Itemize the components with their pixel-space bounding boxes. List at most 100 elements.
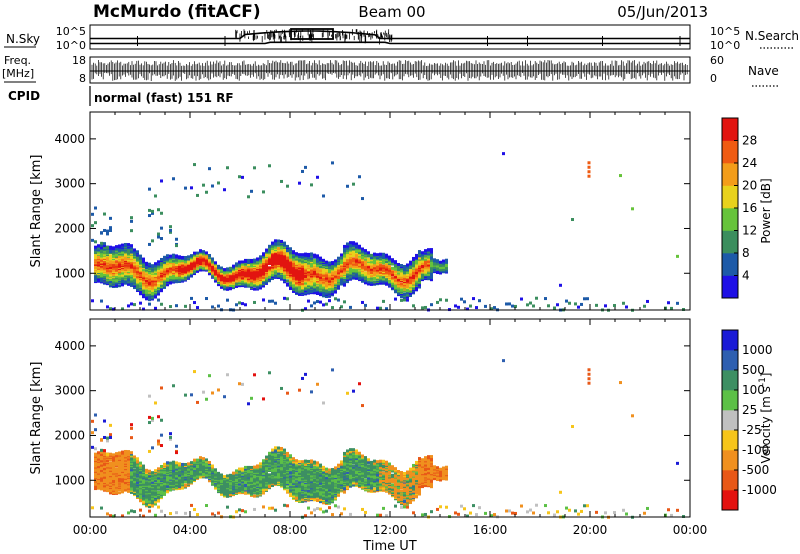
power-cell (211, 184, 214, 188)
power-cell (307, 277, 310, 281)
power-cell (274, 273, 277, 277)
power-cell (361, 197, 364, 201)
power-cell (244, 303, 247, 307)
power-cell (151, 264, 154, 268)
power-cell (409, 287, 412, 291)
velocity-cell (109, 435, 112, 439)
power-cell (103, 212, 106, 216)
power-cell (235, 303, 238, 307)
power-cell (229, 286, 232, 290)
power-cell (157, 208, 160, 212)
power-cell (133, 303, 136, 307)
velocity-cell (103, 453, 106, 457)
nsearch-label: N.Search (745, 29, 799, 43)
power-cell (301, 274, 304, 278)
velocity-cell (175, 511, 178, 515)
colorbar-segment (722, 253, 738, 276)
power-cell (415, 287, 418, 291)
power-cell (286, 255, 289, 259)
power-cell (199, 265, 202, 269)
velocity-cell (118, 479, 121, 483)
power-cell (343, 244, 346, 248)
velocity-cell (154, 513, 157, 517)
power-cell (94, 240, 97, 244)
power-cell (301, 264, 304, 268)
power-cell (193, 264, 196, 268)
power-cell (94, 274, 97, 278)
power-cell (565, 299, 568, 303)
velocity-cell (115, 490, 118, 494)
power-cell (304, 307, 307, 311)
power-cell (223, 285, 226, 289)
power-cell (352, 241, 355, 245)
velocity-cell (172, 469, 175, 473)
power-cell (358, 277, 361, 281)
power-cell (172, 262, 175, 266)
power-cell (352, 254, 355, 258)
power-cell (103, 228, 106, 232)
power-cell (346, 274, 349, 278)
power-cell (301, 267, 304, 271)
power-cell (367, 265, 370, 269)
power-cell (418, 273, 421, 277)
power-cell (184, 276, 187, 280)
power-cell (133, 261, 136, 265)
velocity-cell (130, 470, 133, 474)
velocity-cell (154, 492, 157, 496)
power-cell (127, 304, 130, 308)
nsky-label: N.Sky (6, 32, 40, 46)
power-cell (130, 263, 133, 267)
power-cell (187, 255, 190, 259)
velocity-cell (133, 468, 136, 472)
power-cell (520, 297, 523, 301)
power-cell (412, 264, 415, 268)
power-cell (157, 260, 160, 264)
power-cell (382, 267, 385, 271)
velocity-cell (100, 448, 103, 452)
power-cell (232, 264, 235, 268)
power-cell (133, 248, 136, 252)
power-cell (424, 259, 427, 263)
power-cell (97, 277, 100, 281)
power-cell (217, 304, 220, 308)
velocity-cell (157, 490, 160, 494)
power-cell (217, 264, 220, 268)
power-cell (334, 278, 337, 282)
power-cell (403, 276, 406, 280)
power-cell (328, 279, 331, 283)
power-cell (556, 303, 559, 307)
power-cell (532, 304, 535, 308)
power-cell (178, 269, 181, 273)
power-cell (124, 242, 127, 246)
power-cell (391, 273, 394, 277)
power-cell (160, 269, 163, 273)
velocity-cell (106, 436, 109, 440)
velocity-cell (169, 466, 172, 470)
power-cell (262, 281, 265, 285)
power-cell (280, 239, 283, 243)
velocity-cell (148, 394, 151, 398)
power-cell (442, 263, 445, 267)
power-cell (106, 229, 109, 233)
velocity-cell (97, 463, 100, 467)
power-cell (331, 264, 334, 268)
velocity-cell (160, 418, 163, 422)
velocity-cell (118, 462, 121, 466)
power-cell (355, 242, 358, 246)
power-cell (298, 253, 301, 257)
velocity-cell (100, 438, 103, 442)
velocity-cell (175, 451, 178, 455)
velocity-cell (142, 466, 145, 470)
power-cell (388, 271, 391, 275)
power-cell (553, 306, 556, 310)
power-cell (370, 256, 373, 260)
power-cell (367, 267, 370, 271)
power-cell (202, 260, 205, 264)
power-cell (136, 250, 139, 254)
power-cell (301, 259, 304, 263)
power-cell (346, 253, 349, 257)
power-cell (181, 259, 184, 263)
power-cell (148, 208, 151, 212)
power-cell (316, 267, 319, 271)
